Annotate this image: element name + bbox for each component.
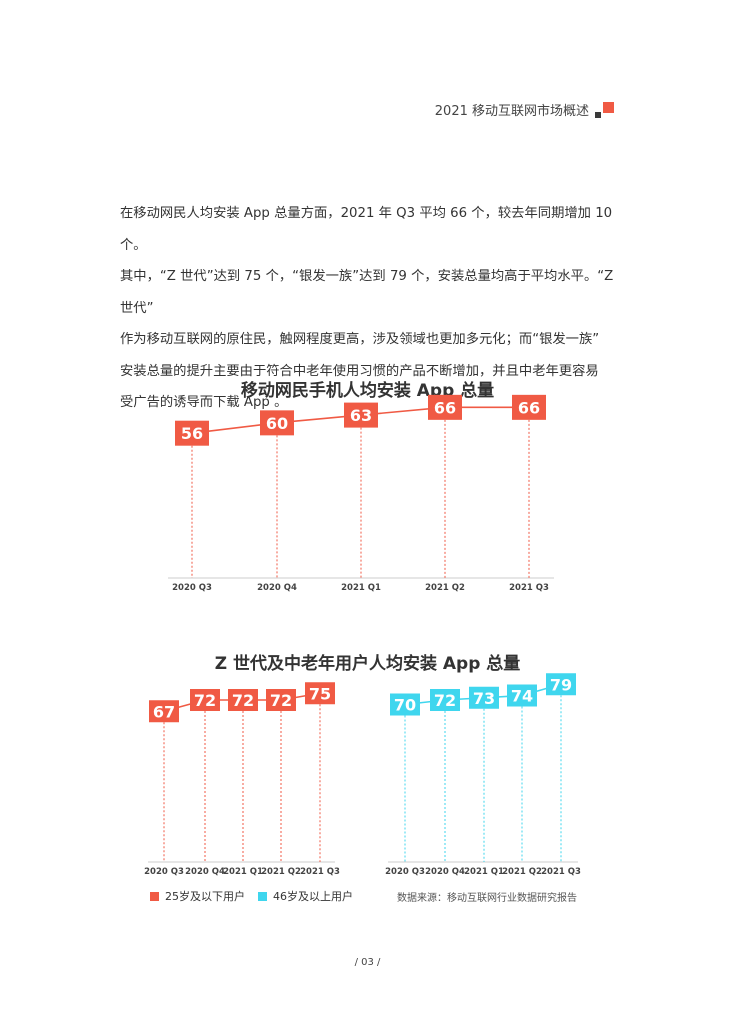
x-tick-label: 2020 Q3 bbox=[144, 867, 184, 877]
data-point-box bbox=[390, 693, 420, 716]
x-tick-label: 2021 Q2 bbox=[502, 867, 542, 877]
legend-label-cyan: 46岁及以上用户 bbox=[273, 890, 353, 903]
data-point-box bbox=[469, 686, 499, 709]
legend-item-cyan: 46岁及以上用户 bbox=[258, 888, 353, 904]
x-tick-label: 2020 Q4 bbox=[425, 867, 465, 877]
data-point-box bbox=[149, 700, 179, 723]
x-tick-label: 2021 Q1 bbox=[341, 583, 381, 593]
header-title: 2021 移动互联网市场概述 bbox=[434, 104, 589, 119]
body-paragraph: 在移动网民人均安装 App 总量方面，2021 年 Q3 平均 66 个，较去年… bbox=[120, 198, 620, 419]
page-header: 2021 移动互联网市场概述 bbox=[435, 100, 615, 119]
data-label: 66 bbox=[434, 398, 456, 417]
data-point-box bbox=[228, 689, 258, 711]
paragraph-line: 受广告的诱导而下载 App 。 bbox=[120, 395, 288, 410]
data-point-box bbox=[266, 689, 296, 711]
data-label: 79 bbox=[550, 675, 572, 694]
data-label: 63 bbox=[350, 406, 372, 425]
data-point-box bbox=[546, 673, 576, 696]
page-number: / 03 / bbox=[354, 957, 381, 968]
x-tick-label: 2021 Q1 bbox=[223, 867, 263, 877]
paragraph-line: 其中，“Z 世代”达到 75 个，“银发一族”达到 79 个，安装总量均高于平均… bbox=[120, 269, 614, 316]
x-tick-label: 2020 Q3 bbox=[385, 867, 425, 877]
data-point-box bbox=[430, 689, 460, 711]
data-label: 70 bbox=[394, 696, 416, 715]
x-tick-label: 2021 Q1 bbox=[464, 867, 504, 877]
x-tick-label: 2020 Q4 bbox=[257, 583, 297, 593]
x-tick-label: 2021 Q3 bbox=[509, 583, 549, 593]
data-source-note: 数据来源：移动互联网行业数据研究报告 bbox=[397, 893, 577, 904]
x-tick-label: 2021 Q3 bbox=[541, 867, 581, 877]
x-tick-label: 2021 Q3 bbox=[300, 867, 340, 877]
paragraph-line: 在移动网民人均安装 App 总量方面，2021 年 Q3 平均 66 个，较去年… bbox=[120, 206, 613, 253]
data-point-box bbox=[260, 410, 294, 436]
data-label: 72 bbox=[194, 691, 216, 710]
chart2-title: Z 世代及中老年用户人均安装 App 总量 bbox=[214, 654, 521, 674]
data-label: 75 bbox=[309, 684, 331, 703]
legend-swatch-red bbox=[150, 891, 159, 901]
paragraph-line: 安装总量的提升主要由于符合中老年使用习惯的产品不断增加，并且中老年更容易 bbox=[120, 363, 599, 379]
data-point-box bbox=[344, 402, 378, 428]
data-point-box bbox=[428, 394, 462, 420]
data-label: 60 bbox=[266, 414, 288, 433]
data-label: 72 bbox=[270, 691, 292, 710]
data-label: 72 bbox=[232, 691, 254, 710]
data-label: 56 bbox=[181, 424, 203, 443]
legend-label-red: 25岁及以下用户 bbox=[165, 890, 245, 903]
x-tick-label: 2021 Q2 bbox=[261, 867, 301, 877]
x-tick-label: 2021 Q2 bbox=[425, 583, 465, 593]
data-label: 72 bbox=[434, 691, 456, 710]
data-label: 74 bbox=[511, 687, 533, 706]
data-point-box bbox=[507, 684, 537, 707]
legend-swatch-cyan bbox=[258, 891, 267, 901]
data-label: 73 bbox=[473, 689, 495, 708]
data-point-box bbox=[512, 394, 546, 420]
data-point-box bbox=[190, 689, 220, 711]
data-label: 66 bbox=[518, 398, 540, 417]
data-label: 67 bbox=[153, 702, 175, 721]
data-point-box bbox=[305, 682, 335, 705]
x-tick-label: 2020 Q4 bbox=[185, 867, 225, 877]
legend-item-red: 25岁及以下用户 bbox=[150, 888, 245, 904]
x-tick-label: 2020 Q3 bbox=[172, 583, 212, 593]
paragraph-line: 作为移动互联网的原住民，触网程度更高，涉及领域也更加多元化；而“银发一族” bbox=[120, 332, 600, 347]
brand-logo-icon bbox=[595, 101, 615, 118]
data-point-box bbox=[175, 420, 209, 446]
